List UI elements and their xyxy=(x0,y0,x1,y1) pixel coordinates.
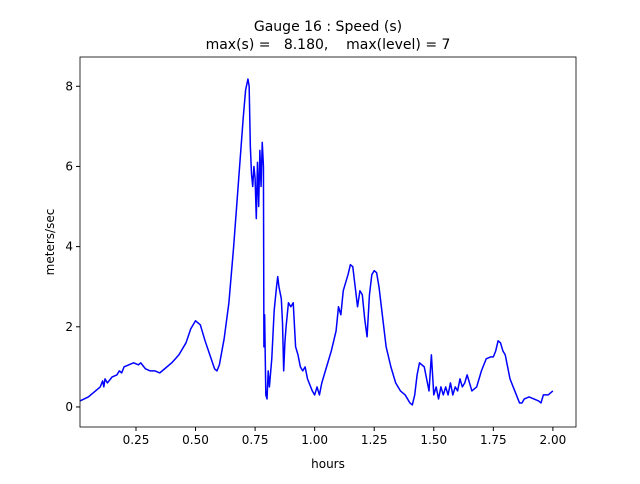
x-axis-label: hours xyxy=(311,457,345,471)
chart-title: Gauge 16 : Speed (s) xyxy=(254,19,402,35)
plot-frame xyxy=(79,56,577,428)
y-tick-label: 6 xyxy=(65,159,73,173)
x-tick-label: 1.00 xyxy=(301,433,328,447)
x-tick-label: 2.00 xyxy=(540,433,567,447)
x-tick-label: 1.75 xyxy=(480,433,507,447)
y-tick-label: 2 xyxy=(65,320,73,334)
x-tick-label: 0.50 xyxy=(182,433,209,447)
y-tick-label: 8 xyxy=(65,79,73,93)
x-tick-label: 0.75 xyxy=(242,433,269,447)
y-tick-label: 0 xyxy=(65,400,73,414)
y-tick-label: 4 xyxy=(65,240,73,254)
y-axis-label: meters/sec xyxy=(43,209,57,276)
x-tick-label: 0.25 xyxy=(123,433,150,447)
data-line xyxy=(79,78,554,406)
x-tick-label: 1.50 xyxy=(420,433,447,447)
chart-subtitle: max(s) = 8.180, max(level) = 7 xyxy=(206,37,451,53)
x-tick-label: 1.25 xyxy=(361,433,388,447)
